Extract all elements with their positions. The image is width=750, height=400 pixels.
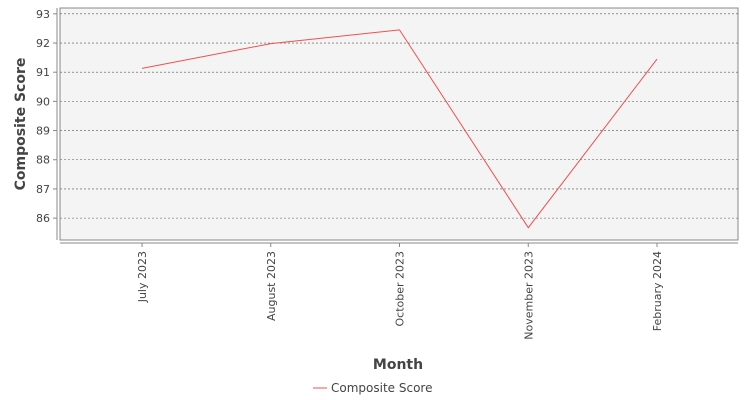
data-point [656, 58, 659, 61]
series-line [141, 29, 658, 229]
x-tick-label: February 2024 [651, 251, 664, 331]
gridlines [60, 13, 738, 219]
x-tick-label: November 2023 [522, 251, 535, 340]
plot-area [59, 7, 739, 241]
y-tick-label: 86 [36, 212, 50, 225]
legend: Composite Score [313, 381, 432, 395]
y-tick-label: 91 [36, 66, 50, 79]
x-tick-label: October 2023 [394, 251, 407, 327]
x-tick-label: July 2023 [136, 251, 149, 303]
y-tick-label: 88 [36, 154, 50, 167]
y-tick-label: 90 [36, 95, 50, 108]
series-layer [141, 28, 659, 229]
y-tick-label: 93 [36, 8, 50, 21]
y-tick-label: 92 [36, 37, 50, 50]
data-point [141, 67, 144, 70]
data-point [398, 28, 401, 31]
y-axis-title: Composite Score [13, 58, 29, 191]
x-axis: July 2023 August 2023 October 2023 November… [60, 242, 738, 340]
data-point [269, 42, 272, 45]
x-tick-label: August 2023 [265, 251, 278, 321]
y-axis: 86 87 88 89 90 91 92 93 [36, 8, 58, 240]
legend-label: Composite Score [331, 381, 432, 395]
y-tick-label: 87 [36, 183, 50, 196]
x-axis-title: Month [373, 357, 423, 373]
y-tick-label: 89 [36, 125, 50, 138]
data-point [527, 226, 530, 229]
